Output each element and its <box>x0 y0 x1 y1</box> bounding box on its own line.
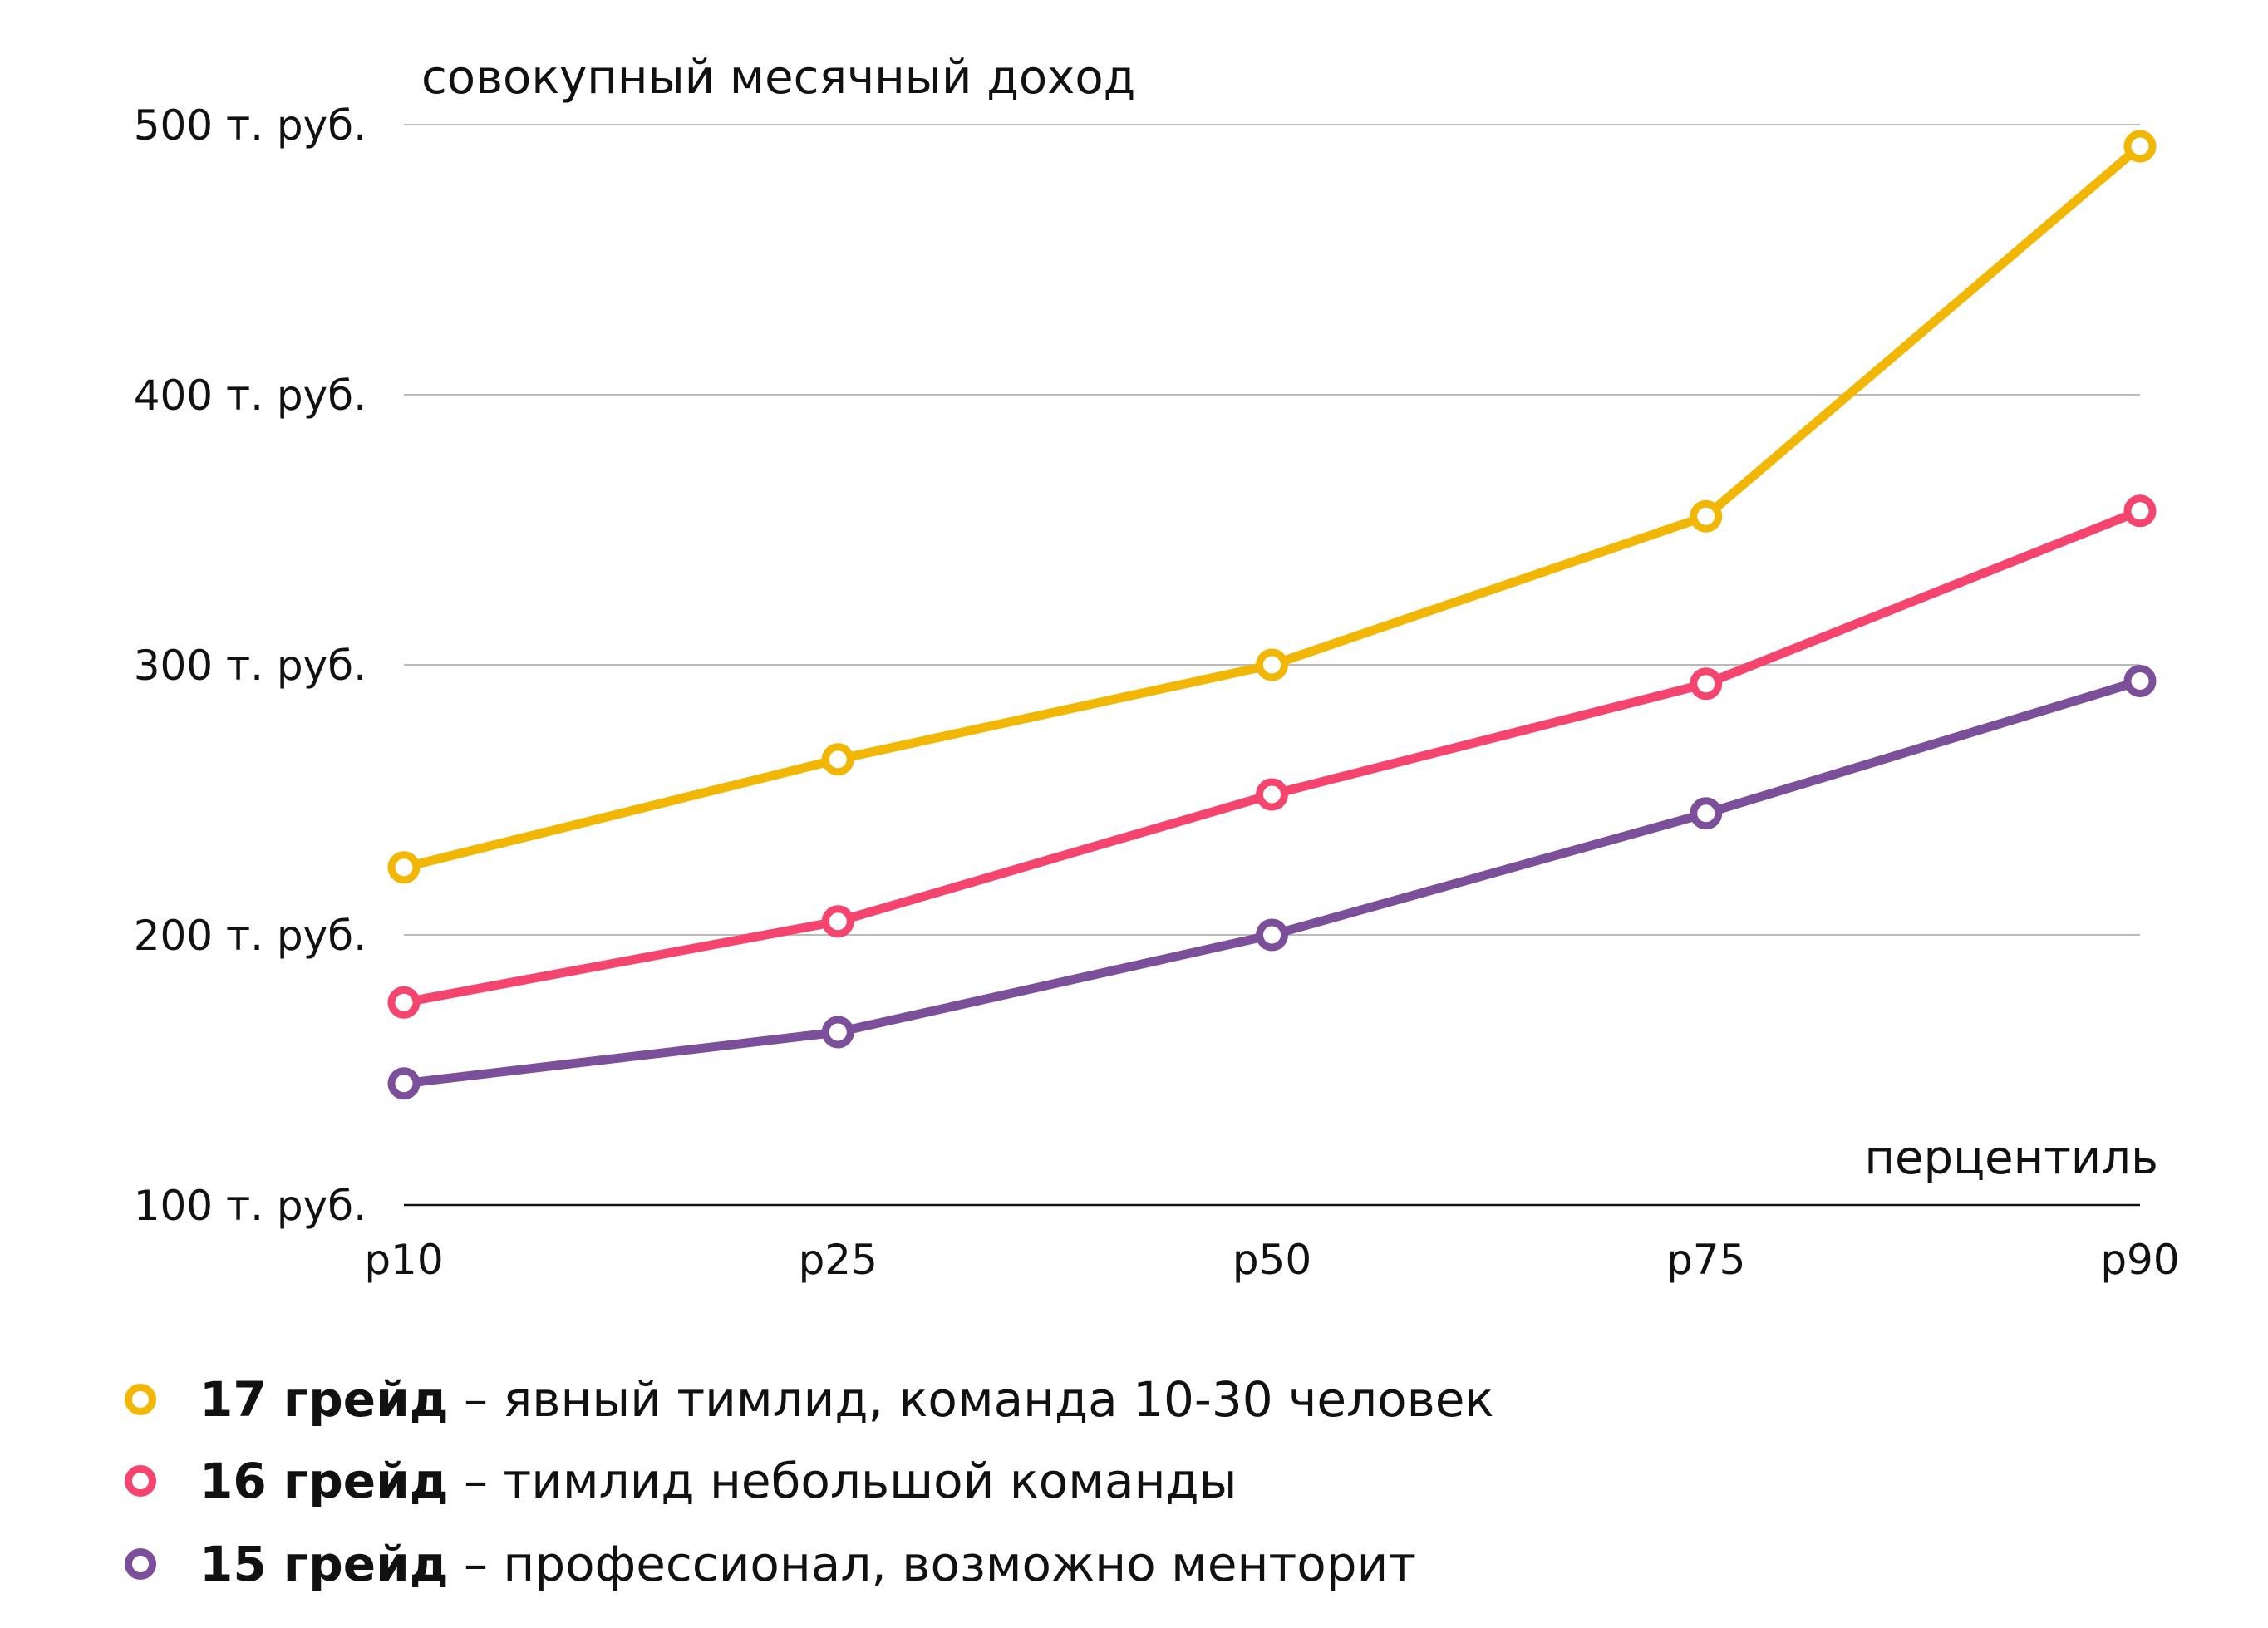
y-axis-title: совокупный месячный доход <box>421 51 1135 105</box>
data-point <box>821 1016 854 1049</box>
y-tick-label: 100 т. руб. <box>134 1182 367 1230</box>
y-tick-label: 500 т. руб. <box>134 101 367 150</box>
x-tick-label: p90 <box>2100 1236 2179 1284</box>
data-point <box>821 905 854 938</box>
data-point <box>1690 667 1723 701</box>
legend-circle-icon <box>125 1384 156 1415</box>
series-line <box>403 676 2142 1089</box>
y-tick-label: 400 т. руб. <box>134 371 367 420</box>
legend-item: 15 грейд – профессионал, возможно ментор… <box>125 1536 1416 1592</box>
x-tick-label: p50 <box>1232 1236 1311 1284</box>
y-tick-label: 200 т. руб. <box>134 912 367 960</box>
data-point <box>821 743 854 776</box>
data-point <box>1256 648 1288 681</box>
data-point <box>1690 797 1723 830</box>
legend-grade: 15 грейд <box>199 1536 449 1592</box>
legend-description: – явный тимлид, команда 10-30 человек <box>448 1371 1494 1428</box>
data-point <box>1690 499 1723 533</box>
data-point <box>1256 918 1288 952</box>
x-tick-label: p75 <box>1666 1236 1745 1284</box>
y-tick-label: 300 т. руб. <box>134 642 367 690</box>
legend-grade: 16 грейд <box>199 1453 449 1509</box>
data-point <box>2123 130 2157 163</box>
x-tick-label: p25 <box>799 1236 878 1284</box>
legend-circle-icon <box>125 1465 156 1497</box>
legend-item: 16 грейд – тимлид небольшой команды <box>125 1453 1237 1509</box>
x-tick-label: p10 <box>364 1236 443 1284</box>
data-point <box>1256 778 1288 811</box>
data-point <box>2123 665 2157 697</box>
legend-circle-icon <box>125 1548 156 1580</box>
data-point <box>2123 494 2157 528</box>
data-point <box>387 851 421 884</box>
data-point <box>387 1067 421 1100</box>
x-axis-title: перцентиль <box>1864 1131 2158 1185</box>
legend-grade: 17 грейд <box>199 1371 449 1428</box>
data-point <box>387 986 421 1019</box>
legend-description: – тимлид небольшой команды <box>448 1453 1237 1509</box>
legend-item: 17 грейд – явный тимлид, команда 10-30 ч… <box>125 1371 1494 1428</box>
legend-description: – профессионал, возможно менторит <box>448 1536 1417 1592</box>
